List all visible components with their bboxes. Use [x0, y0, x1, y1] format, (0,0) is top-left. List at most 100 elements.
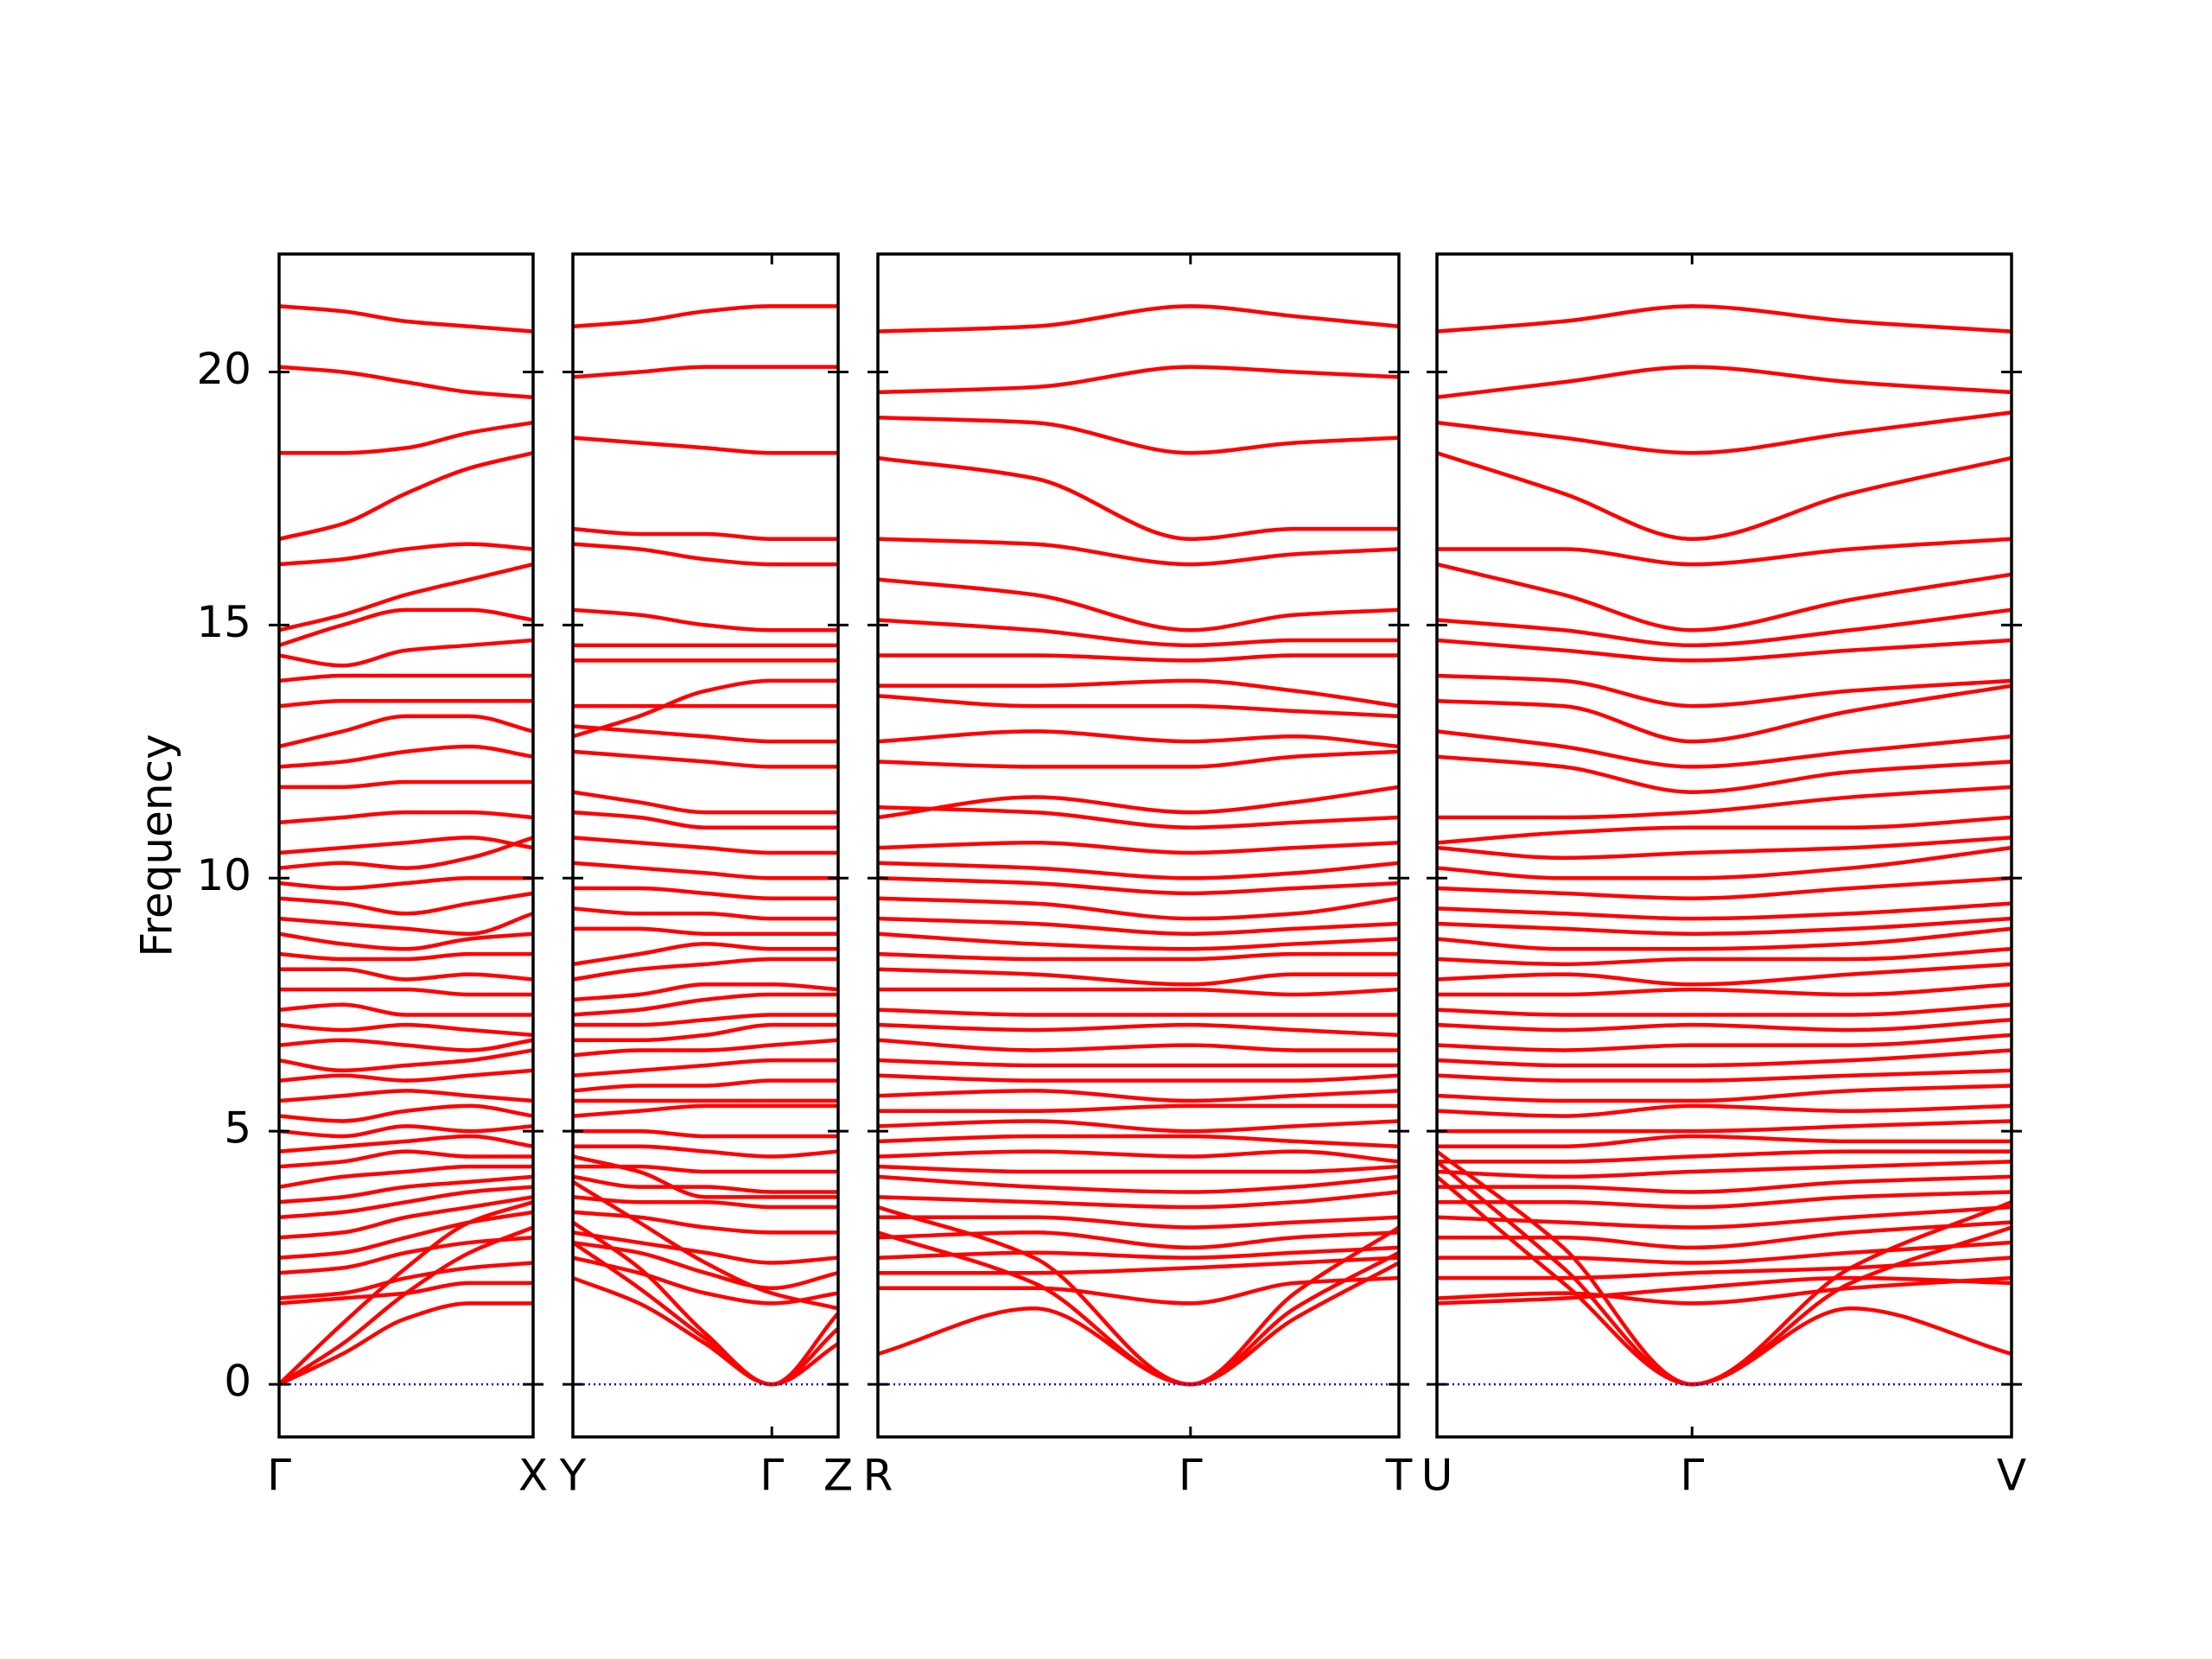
band-line [1437, 1149, 2012, 1164]
band-line [1436, 785, 2012, 820]
y-axis-label: Frequency [132, 734, 182, 957]
band-line [877, 931, 1400, 951]
band-line [277, 1225, 534, 1386]
band-line [1436, 673, 2012, 709]
band-line [877, 1245, 1400, 1260]
band-line [877, 1190, 1400, 1210]
band-line [278, 365, 534, 400]
x-tick-label: Z [823, 1451, 853, 1501]
band-line [1436, 1002, 2012, 1017]
x-tick-label: R [863, 1451, 893, 1501]
band-line [877, 861, 1400, 880]
band-line [1436, 562, 2012, 632]
band-line [572, 836, 838, 855]
band-line [571, 1220, 840, 1387]
band-line [1436, 901, 2012, 921]
band-line [1436, 365, 2012, 400]
band-line [1436, 451, 2012, 542]
band-line [1436, 836, 2012, 861]
band-line [877, 1073, 1400, 1083]
band-line [1436, 1205, 2012, 1230]
band-line [1436, 982, 2012, 997]
x-tick-label: Γ [760, 1451, 784, 1501]
band-line [572, 435, 838, 455]
band-line [877, 415, 1400, 455]
band-line [278, 1002, 533, 1017]
band-line [1436, 1084, 2012, 1103]
band-line [278, 1068, 534, 1083]
band-line [877, 1230, 1400, 1250]
band-line [877, 1022, 1400, 1038]
x-tick-label: V [1997, 1451, 2026, 1501]
band-line [573, 1144, 839, 1159]
band-line [572, 992, 838, 1017]
band-line [278, 699, 533, 709]
y-tick-label: 0 [224, 1357, 251, 1407]
y-tick-label: 15 [196, 597, 251, 647]
band-line [877, 916, 1400, 936]
band-line [278, 744, 534, 769]
band-line [1436, 1033, 2012, 1052]
band-line [278, 836, 534, 855]
band-line [572, 1230, 839, 1265]
band-line [1436, 683, 2012, 744]
band-line [572, 861, 838, 880]
band-line [572, 1154, 838, 1199]
band-line [877, 1174, 1400, 1194]
band-line [278, 1089, 534, 1103]
panel-frame [571, 252, 840, 1439]
band-line [278, 1149, 533, 1169]
band-line [278, 304, 534, 334]
band-line [1436, 1018, 2012, 1033]
band-line [878, 678, 1400, 709]
band-line [573, 1164, 838, 1174]
band-line [279, 420, 534, 455]
band-line [877, 951, 1399, 962]
band-line [278, 810, 534, 825]
band-line [1437, 1240, 2012, 1265]
band-line [572, 1210, 838, 1235]
y-tick-label: 10 [196, 850, 251, 900]
x-tick-label: T [1385, 1451, 1413, 1501]
band-line [1436, 1068, 2012, 1083]
band-line [278, 673, 533, 683]
band-line [278, 714, 534, 749]
band-line [278, 967, 534, 982]
y-tick-label: 5 [224, 1103, 251, 1154]
panel-frame [1435, 252, 2013, 1439]
band-line [877, 987, 1400, 997]
band-line [278, 1124, 534, 1139]
band-line [1436, 607, 2012, 648]
band-line [278, 638, 534, 668]
band-line [1436, 1103, 2012, 1118]
band-line [572, 542, 838, 567]
band-line [278, 1103, 534, 1123]
band-line [278, 542, 534, 567]
y-tick-label: 20 [196, 344, 251, 394]
band-line [877, 1058, 1399, 1068]
x-tick-label: Γ [267, 1451, 291, 1501]
band-line [572, 1038, 839, 1058]
band-line [278, 1235, 534, 1275]
band-line [877, 896, 1400, 921]
band-line [1436, 638, 2012, 663]
band-line [571, 1179, 839, 1311]
band-line [1436, 729, 2012, 769]
band-line [877, 967, 1399, 987]
band-line [1436, 876, 2012, 900]
band-line [572, 526, 838, 542]
band-line [878, 653, 1399, 663]
band-line [877, 694, 1400, 719]
panel-frame [876, 252, 1401, 1439]
band-line [877, 304, 1400, 334]
band-line [572, 906, 838, 921]
band-line [572, 1103, 838, 1118]
band-line [877, 1164, 1400, 1174]
band-line [278, 1195, 534, 1240]
band-line [573, 1013, 838, 1027]
band-line [878, 1103, 1399, 1114]
band-line [278, 1174, 534, 1205]
band-line [572, 942, 838, 967]
band-line [572, 724, 839, 744]
band-line [877, 365, 1400, 395]
